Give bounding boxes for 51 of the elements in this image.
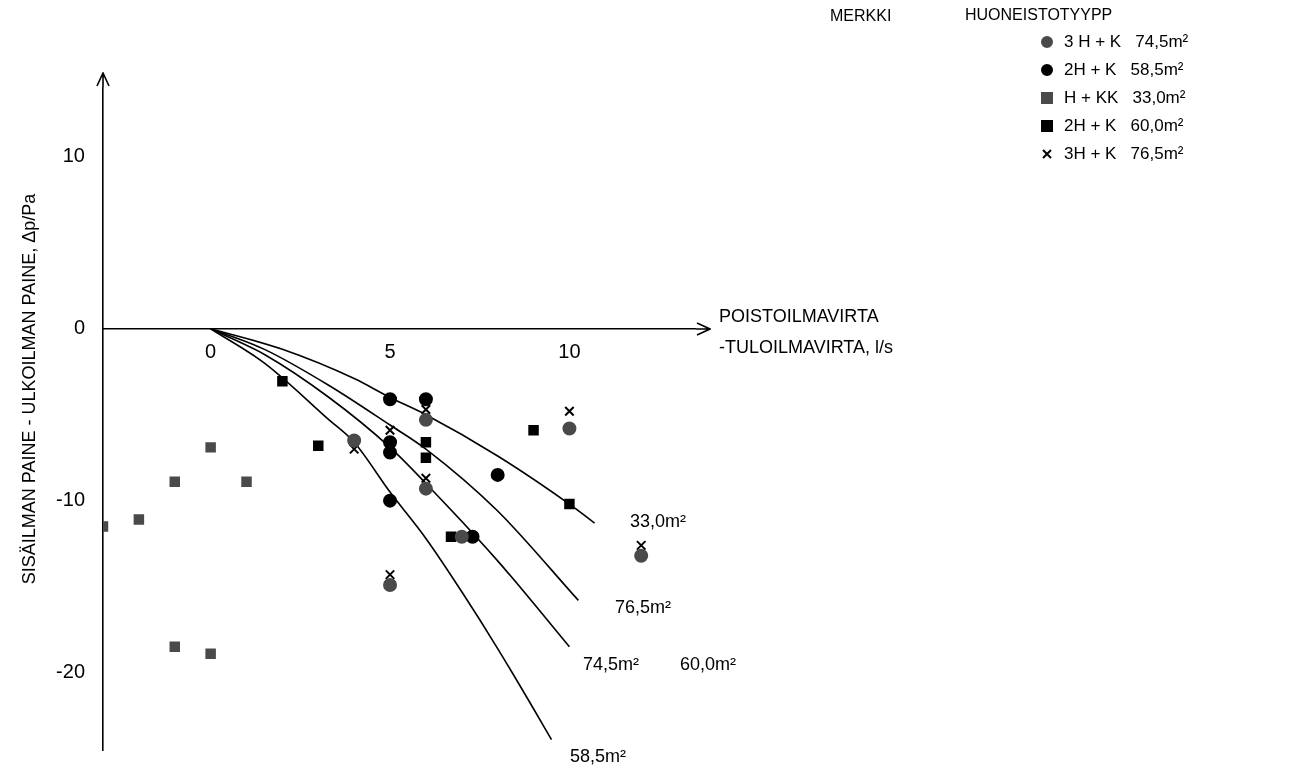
- x-axis-title: POISTOILMAVIRTA -TULOILMAVIRTA, l/s: [719, 305, 894, 357]
- point: [420, 473, 432, 484]
- annotation: 74,5m²: [583, 653, 640, 674]
- point: [418, 412, 433, 427]
- point: [420, 436, 432, 448]
- point: [313, 440, 324, 451]
- x-tick-label: 5: [384, 340, 396, 363]
- point: [420, 452, 432, 463]
- point: [383, 392, 398, 407]
- point: [418, 481, 433, 496]
- legend-label: 3H + K 76,5m²: [1064, 144, 1184, 164]
- point: [347, 433, 362, 448]
- annotation: 58,5m²: [570, 745, 627, 766]
- point: [383, 445, 398, 460]
- point: [564, 406, 575, 417]
- point: [169, 476, 180, 487]
- annotation: 33,0m²: [630, 510, 687, 531]
- point: [383, 577, 398, 592]
- y-tick-label: -20: [56, 660, 85, 683]
- legend-title: MERKKI: [830, 7, 892, 24]
- text: HUONEISTOTYYPP: [965, 6, 1113, 24]
- point: [418, 392, 433, 407]
- point: [528, 424, 539, 436]
- point: [383, 493, 398, 508]
- annotation: 60,0m²: [680, 653, 737, 674]
- y-tick-label: 0: [73, 316, 85, 339]
- annotation: 76,5m²: [615, 596, 672, 617]
- legend-label: 2H + K 60,0m²: [1064, 116, 1184, 136]
- point: [454, 529, 469, 544]
- point: [562, 421, 577, 436]
- y-tick-label: -10: [56, 488, 85, 511]
- point: [241, 476, 252, 487]
- legend-label: 3 H + K 74,5m²: [1064, 32, 1189, 52]
- point: [277, 375, 288, 387]
- point: [564, 498, 575, 510]
- point: [205, 442, 216, 453]
- x-tick-label: 0: [205, 340, 217, 363]
- point: [634, 548, 649, 563]
- point: [490, 467, 505, 482]
- x-tick-label: 10: [558, 340, 581, 363]
- point: [420, 404, 432, 415]
- legend-label: 2H + K 58,5m²: [1064, 60, 1184, 80]
- y-axis-title: SISÄILMAN PAINE - ULKOILMAN PAINE, Δp/Pa: [18, 192, 39, 585]
- legend-label: H + KK 33,0m²: [1064, 88, 1186, 108]
- y-tick-label: 10: [62, 144, 85, 167]
- point: [133, 514, 145, 525]
- point: [169, 641, 180, 653]
- point: [635, 540, 647, 551]
- point: [205, 648, 216, 659]
- point: [384, 569, 396, 580]
- point: [384, 424, 396, 436]
